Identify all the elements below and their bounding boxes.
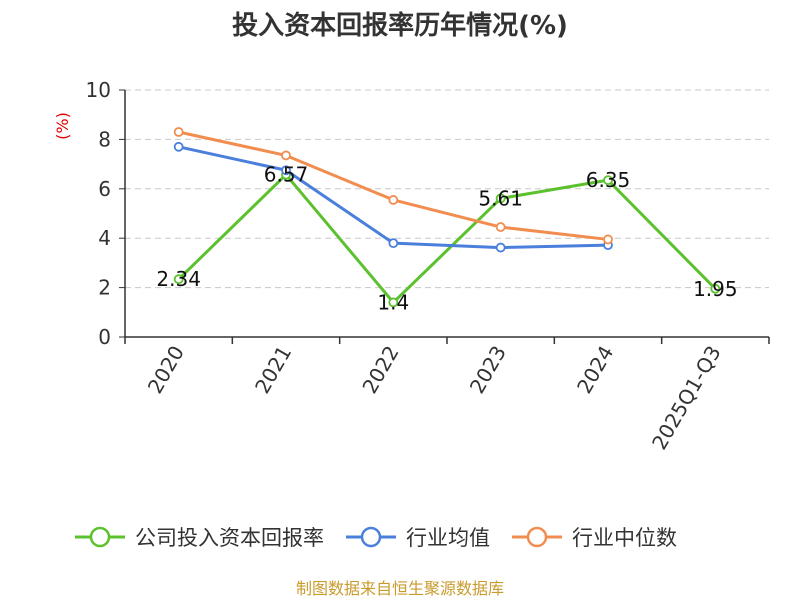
data-point — [388, 238, 399, 249]
data-point — [173, 274, 184, 285]
y-tick-label: 10 — [86, 78, 111, 102]
data-point — [173, 141, 184, 152]
series-line-2 — [178, 130, 609, 241]
data-point — [281, 150, 291, 161]
legend-item: 公司投入资本回报率 — [75, 526, 324, 550]
x-tick-label: 2024 — [572, 342, 618, 398]
legend-swatch-marker — [360, 526, 382, 548]
y-tick-label: 8 — [98, 127, 111, 151]
x-tick-label: 2023 — [465, 341, 511, 397]
data-label: 6.35 — [586, 168, 631, 192]
legend-label: 行业中位数 — [572, 526, 677, 550]
y-tick-label: 6 — [98, 177, 111, 201]
legend-item: 行业均值 — [346, 526, 490, 550]
x-tick-label: 2021 — [250, 342, 296, 398]
legend-swatch-marker — [526, 526, 548, 548]
data-point — [388, 195, 399, 205]
data-point — [281, 165, 291, 176]
data-point — [603, 175, 613, 186]
chart-title: 投入资本回报率历年情况(%) — [232, 10, 568, 41]
x-ticks: 2020 2021 2022 2023 2024 2025Q1-Q3 — [124, 337, 770, 454]
x-tick-label: 2025Q1-Q3 — [647, 342, 726, 454]
data-point — [495, 222, 506, 232]
legend-swatch-marker — [89, 526, 111, 548]
y-axis-label: (%) — [53, 112, 72, 140]
series-lines — [173, 127, 721, 308]
x-tick-label: 2020 — [143, 342, 189, 398]
legend-label: 行业均值 — [406, 526, 490, 550]
data-point — [603, 234, 613, 245]
y-ticks: 0 2 4 6 8 10 — [86, 78, 125, 349]
data-point — [710, 283, 721, 294]
data-point — [173, 127, 184, 137]
data-label: 5.61 — [478, 186, 523, 210]
y-tick-label: 4 — [98, 226, 111, 250]
series-line-0 — [177, 173, 717, 304]
legend-label: 公司投入资本回报率 — [135, 526, 324, 550]
data-point — [495, 242, 506, 253]
source-note: 制图数据来自恒生聚源数据库 — [296, 579, 504, 598]
legend: 公司投入资本回报率 行业均值 行业中位数 — [75, 526, 677, 550]
legend-item: 行业中位数 — [512, 526, 677, 550]
data-point — [388, 297, 399, 308]
data-labels: 2.34 6.57 1.4 5.61 6.35 1.95 — [156, 163, 737, 315]
data-label: 2.34 — [156, 267, 201, 291]
y-tick-label: 2 — [98, 276, 111, 300]
grid-lines — [125, 89, 769, 289]
data-label: 1.4 — [377, 290, 409, 314]
x-tick-label: 2022 — [357, 342, 403, 398]
data-point — [495, 193, 506, 204]
y-tick-label: 0 — [98, 325, 111, 349]
data-label: 1.95 — [693, 277, 738, 301]
data-label: 6.57 — [264, 163, 309, 187]
